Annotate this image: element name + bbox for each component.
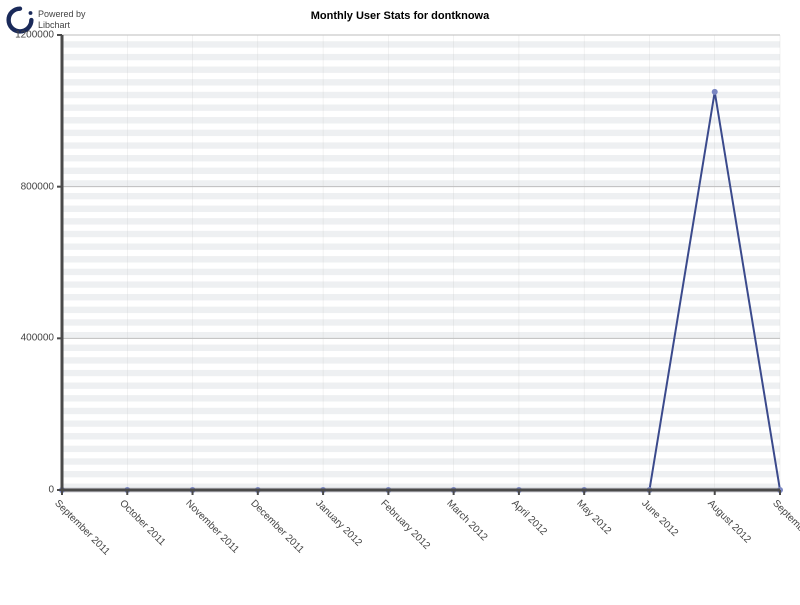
- y-tick-label: 0: [0, 485, 54, 496]
- y-tick-label: 1200000: [0, 30, 54, 41]
- line-chart: [0, 0, 800, 600]
- y-tick-label: 400000: [0, 333, 54, 344]
- y-tick-label: 800000: [0, 181, 54, 192]
